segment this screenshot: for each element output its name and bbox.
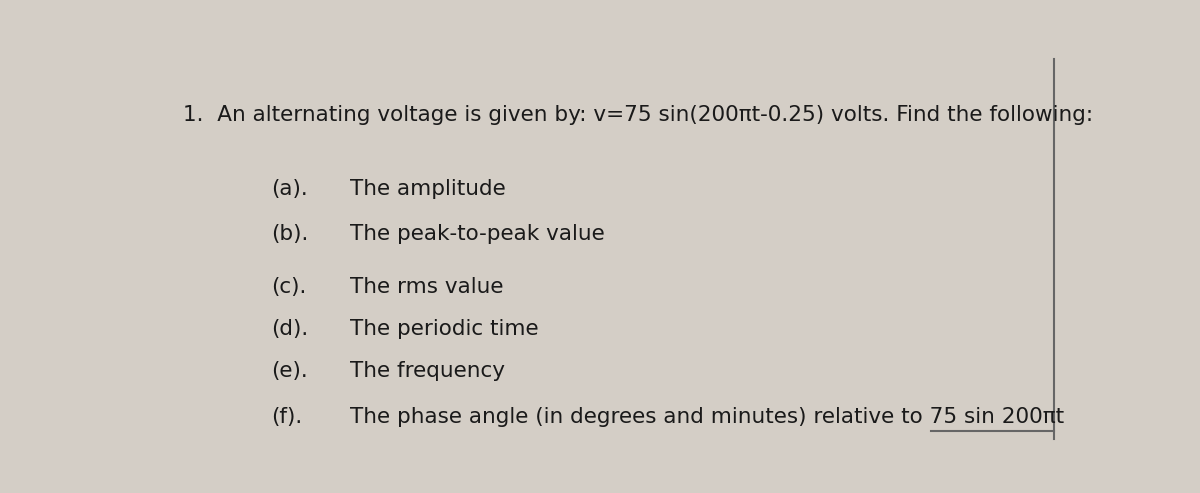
Text: The peak-to-peak value: The peak-to-peak value (350, 224, 605, 245)
Text: The phase angle (in degrees and minutes) relative to 75 sin 200πt: The phase angle (in degrees and minutes)… (350, 407, 1064, 426)
Text: The rms value: The rms value (350, 278, 504, 297)
Text: The amplitude: The amplitude (350, 179, 505, 199)
Text: (a).: (a). (271, 179, 307, 199)
Text: (b).: (b). (271, 224, 308, 245)
Text: 1.  An alternating voltage is given by: v=75 sin(200πt-0.25) volts. Find the fol: 1. An alternating voltage is given by: v… (182, 105, 1093, 125)
Text: (e).: (e). (271, 361, 307, 381)
Text: The periodic time: The periodic time (350, 319, 539, 339)
Text: (d).: (d). (271, 319, 308, 339)
Text: The frequency: The frequency (350, 361, 505, 381)
Text: (c).: (c). (271, 278, 306, 297)
Text: (f).: (f). (271, 407, 302, 426)
